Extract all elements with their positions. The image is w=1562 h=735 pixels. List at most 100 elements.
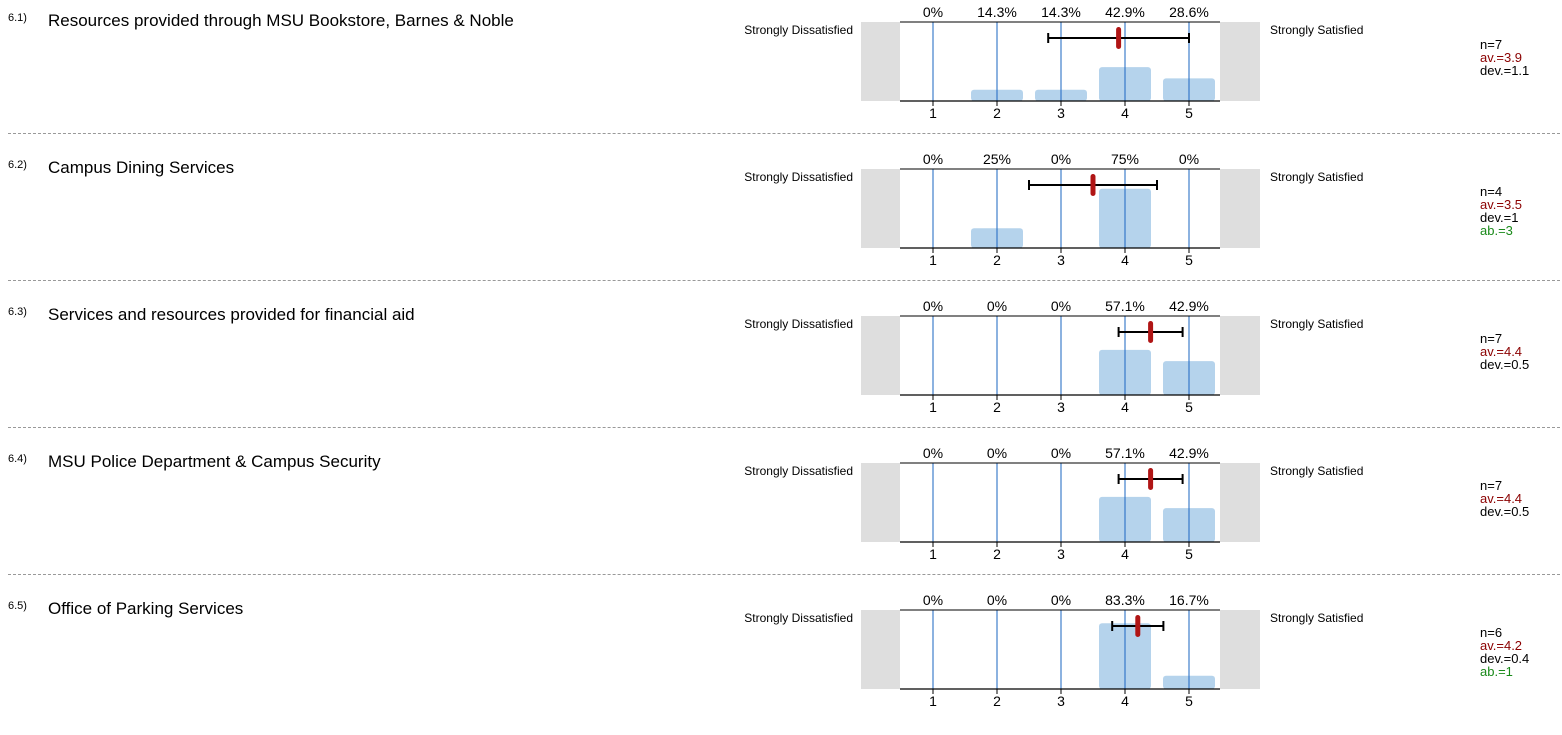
question-number: 6.3) — [8, 306, 27, 318]
question-title: Office of Parking Services — [48, 599, 244, 618]
question-row: 6.3) Services and resources provided for … — [0, 294, 1562, 441]
stat-average: av.=4.4 — [1480, 344, 1523, 359]
question-number: 6.5) — [8, 600, 27, 612]
question-row: 6.1) Resources provided through MSU Books… — [0, 0, 1562, 147]
tick-label: 5 — [1185, 399, 1193, 415]
percent-label: 57.1% — [1105, 298, 1145, 314]
histogram-chart: 1 2 3 4 5 0% 0% 0% 57.1% 42.9% — [861, 298, 1260, 415]
percent-label: 0% — [923, 445, 943, 461]
percent-label: 0% — [1051, 298, 1071, 314]
tick-label: 1 — [929, 252, 937, 268]
percent-label: 42.9% — [1169, 298, 1209, 314]
tick-label: 3 — [1057, 399, 1065, 415]
mean-marker — [1116, 27, 1122, 49]
tick-label: 3 — [1057, 105, 1065, 121]
row-divider — [8, 427, 1560, 428]
stat-deviation: dev.=1.1 — [1480, 63, 1530, 78]
question-title: MSU Police Department & Campus Security — [48, 452, 381, 471]
scale-right-label: Strongly Satisfied — [1270, 23, 1364, 37]
scale-left-label: Strongly Dissatisfied — [744, 317, 853, 331]
question-row: 6.5) Office of Parking Services Strongly D… — [0, 588, 1562, 735]
tick-label: 2 — [993, 252, 1001, 268]
tick-label: 3 — [1057, 252, 1065, 268]
stats-block: n=6 av.=4.2 dev.=0.4 ab.=1 — [1480, 626, 1529, 678]
scale-right-label: Strongly Satisfied — [1270, 611, 1364, 625]
stat-average: av.=4.4 — [1480, 491, 1523, 506]
percent-label: 16.7% — [1169, 592, 1209, 608]
question-number: 6.2) — [8, 159, 27, 171]
percent-label: 0% — [923, 4, 943, 20]
percent-label: 14.3% — [1041, 4, 1081, 20]
right-side-panel — [1220, 610, 1260, 689]
stat-abstentions: ab.=1 — [1480, 664, 1513, 679]
percent-label: 0% — [987, 445, 1007, 461]
percent-label: 0% — [923, 151, 943, 167]
tick-label: 1 — [929, 105, 937, 121]
right-side-panel — [1220, 22, 1260, 101]
stat-average: av.=3.5 — [1480, 197, 1523, 212]
percent-label: 0% — [987, 298, 1007, 314]
percent-label: 25% — [983, 151, 1011, 167]
percent-label: 14.3% — [977, 4, 1017, 20]
histogram-chart: 1 2 3 4 5 0% 14.3% 14.3% 42.9% 28.6% — [861, 4, 1260, 121]
tick-label: 4 — [1121, 546, 1129, 562]
tick-label: 3 — [1057, 546, 1065, 562]
tick-label: 5 — [1185, 105, 1193, 121]
percent-label: 28.6% — [1169, 4, 1209, 20]
tick-label: 2 — [993, 546, 1001, 562]
mean-marker — [1148, 468, 1154, 490]
stats-block: n=7 av.=4.4 dev.=0.5 — [1480, 332, 1529, 371]
percent-label: 42.9% — [1169, 445, 1209, 461]
right-side-panel — [1220, 316, 1260, 395]
stat-count: n=7 — [1480, 331, 1503, 346]
stats-block: n=7 av.=4.4 dev.=0.5 — [1480, 479, 1529, 518]
stat-abstentions: ab.=3 — [1480, 223, 1513, 238]
percent-label: 0% — [1179, 151, 1199, 167]
tick-label: 1 — [929, 546, 937, 562]
tick-label: 4 — [1121, 252, 1129, 268]
tick-label: 2 — [993, 693, 1001, 709]
scale-left-label: Strongly Dissatisfied — [744, 611, 853, 625]
question-title: Campus Dining Services — [48, 158, 235, 177]
percent-label: 0% — [923, 298, 943, 314]
question-row: 6.4) MSU Police Department & Campus Secur… — [0, 441, 1562, 588]
percent-label: 83.3% — [1105, 592, 1145, 608]
percent-label: 0% — [1051, 151, 1071, 167]
tick-label: 2 — [993, 399, 1001, 415]
row-divider — [8, 133, 1560, 134]
stats-block: n=7 av.=3.9 dev.=1.1 — [1480, 38, 1529, 77]
histogram-chart: 1 2 3 4 5 0% 0% 0% 57.1% 42.9% — [861, 445, 1260, 562]
percent-label: 0% — [987, 592, 1007, 608]
tick-label: 4 — [1121, 399, 1129, 415]
tick-label: 3 — [1057, 693, 1065, 709]
stats-block: n=4 av.=3.5 dev.=1 ab.=3 — [1480, 185, 1522, 237]
stat-deviation: dev.=0.5 — [1480, 504, 1530, 519]
percent-label: 0% — [1051, 445, 1071, 461]
left-side-panel — [861, 610, 900, 689]
stat-average: av.=4.2 — [1480, 638, 1523, 653]
row-divider — [8, 574, 1560, 575]
stat-deviation: dev.=0.4 — [1480, 651, 1530, 666]
right-side-panel — [1220, 169, 1260, 248]
left-side-panel — [861, 22, 900, 101]
percent-label: 57.1% — [1105, 445, 1145, 461]
tick-label: 5 — [1185, 252, 1193, 268]
tick-label: 2 — [993, 105, 1001, 121]
mean-marker — [1135, 615, 1141, 637]
question-number: 6.1) — [8, 12, 27, 24]
row-divider — [8, 280, 1560, 281]
stat-deviation: dev.=1 — [1480, 210, 1519, 225]
stat-average: av.=3.9 — [1480, 50, 1523, 65]
tick-label: 1 — [929, 399, 937, 415]
question-row: 6.2) Campus Dining Services Strongly Dissa… — [0, 147, 1562, 294]
stat-count: n=4 — [1480, 184, 1503, 199]
tick-label: 4 — [1121, 693, 1129, 709]
question-title: Resources provided through MSU Bookstore… — [48, 11, 514, 30]
scale-left-label: Strongly Dissatisfied — [744, 170, 853, 184]
percent-label: 0% — [1051, 592, 1071, 608]
stat-deviation: dev.=0.5 — [1480, 357, 1530, 372]
left-side-panel — [861, 169, 900, 248]
left-side-panel — [861, 316, 900, 395]
mean-marker — [1148, 321, 1154, 343]
scale-left-label: Strongly Dissatisfied — [744, 464, 853, 478]
